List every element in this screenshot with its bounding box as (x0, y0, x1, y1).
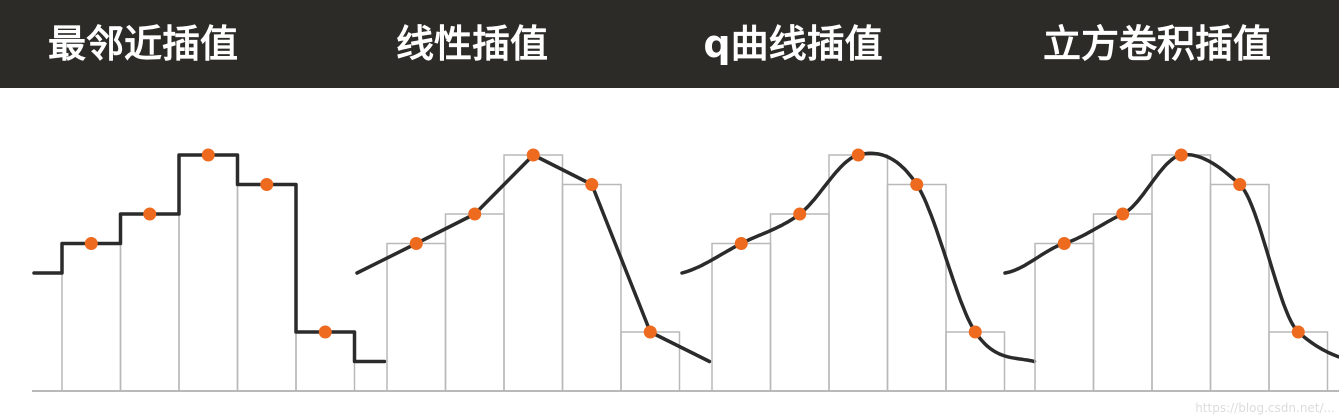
sample-point (1233, 178, 1247, 191)
interpolation-curve (1003, 152, 1339, 359)
interpolation-curve (355, 153, 712, 364)
sample-point (1291, 325, 1305, 339)
sample-bar (295, 331, 356, 392)
sample-point (793, 207, 807, 221)
interpolation-curve (32, 153, 387, 364)
title-linear: 线性插值 (395, 22, 549, 66)
sample-point (1116, 207, 1130, 221)
title-nearest-neighbor: 最邻近插值 (47, 22, 239, 66)
sample-bar (769, 213, 830, 392)
sample-bar (1092, 213, 1153, 392)
interpolation-diagram (32, 148, 1339, 392)
sample-point (734, 237, 748, 250)
title-q-curve: q曲线插值 (703, 22, 883, 66)
sample-point (468, 207, 482, 221)
sample-bar (828, 154, 889, 392)
sample-bar (178, 154, 239, 392)
sample-point (84, 237, 98, 250)
sample-point (910, 178, 924, 191)
panel-linear (355, 148, 712, 392)
sample-point (526, 148, 540, 162)
sample-bar (886, 183, 947, 392)
interpolation-curve (680, 151, 1037, 364)
sample-bar (503, 154, 564, 392)
sample-point (1057, 237, 1071, 250)
sample-bar (1209, 183, 1270, 392)
sample-bar (1034, 242, 1095, 392)
sample-point (968, 325, 982, 339)
sample-point (585, 178, 599, 191)
sample-point (260, 178, 274, 191)
sample-point (643, 325, 657, 339)
sample-point (409, 237, 423, 250)
sample-bar (61, 242, 122, 392)
sample-bar (711, 242, 772, 392)
panel-cubic-convolution (1003, 148, 1339, 392)
sample-bar (119, 213, 180, 392)
sample-point (201, 148, 215, 162)
sample-point (851, 148, 865, 162)
sample-point (143, 207, 157, 221)
sample-bar (561, 183, 622, 392)
sample-bar (236, 183, 297, 392)
sample-bar (386, 242, 447, 392)
watermark: https://blog.csdn.net/... (1195, 401, 1335, 415)
sample-bar (444, 213, 505, 392)
sample-point (1174, 148, 1188, 162)
title-cubic-convolution: 立方卷积插值 (1042, 22, 1272, 66)
panel-q-curve (680, 148, 1037, 392)
sample-point (318, 325, 332, 339)
sample-bar (945, 331, 1006, 392)
title-bar: 最邻近插值 线性插值 q曲线插值 立方卷积插值 (0, 0, 1339, 88)
sample-bar (1151, 154, 1212, 392)
sample-bar (1268, 331, 1329, 392)
panel-nearest-neighbor (32, 148, 387, 392)
